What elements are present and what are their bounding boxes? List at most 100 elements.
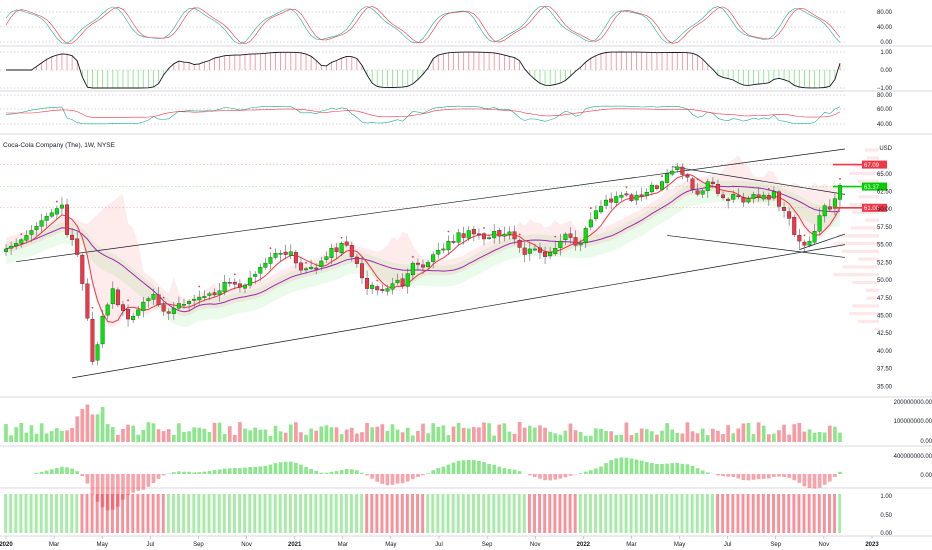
- time-label: Jul: [146, 542, 154, 548]
- volume-bar: [375, 426, 380, 442]
- candle-body: [690, 178, 695, 190]
- histogram-bar: [721, 474, 725, 477]
- candle-body: [273, 253, 278, 258]
- volume-bar: [24, 432, 29, 442]
- volume-bar: [416, 431, 420, 442]
- binary-bar: [29, 494, 33, 533]
- histogram-bar: [314, 471, 319, 474]
- binary-bar: [238, 494, 242, 533]
- candle-body: [822, 205, 827, 217]
- histogram-bar: [695, 468, 700, 474]
- volume-bar: [766, 434, 771, 442]
- volume-bar: [660, 430, 664, 442]
- candle-body: [558, 240, 563, 248]
- histogram-bar: [782, 474, 786, 478]
- histogram-bar: [787, 474, 791, 478]
- binary-bar: [182, 494, 186, 533]
- candle-body: [90, 318, 95, 362]
- signal-marker: [589, 207, 592, 209]
- binary-bar: [741, 494, 745, 533]
- histogram-bar: [177, 471, 181, 474]
- time-label: May: [97, 542, 108, 548]
- volume-bar: [390, 424, 395, 442]
- candle-body: [685, 174, 690, 178]
- signal-marker: [20, 233, 23, 236]
- candle-body: [471, 229, 476, 235]
- candle-body: [70, 234, 75, 240]
- candle-body: [746, 198, 751, 203]
- volume-bar: [258, 429, 263, 442]
- candle-body: [736, 195, 741, 197]
- binary-bar: [349, 494, 353, 533]
- volume-bar: [349, 427, 354, 442]
- candle-body: [166, 311, 171, 314]
- volume-bar: [405, 427, 410, 442]
- volume-bar: [802, 431, 807, 442]
- binary-bar: [675, 494, 679, 533]
- histogram-bar: [726, 474, 730, 477]
- histogram-bar: [766, 474, 771, 479]
- volume-bar: [690, 431, 695, 442]
- histogram-bar: [39, 471, 44, 474]
- profile-bar: [865, 148, 879, 152]
- histogram-bar: [370, 474, 374, 479]
- profile-bar: [852, 280, 879, 285]
- histogram-bar: [192, 472, 196, 474]
- candle-body: [532, 248, 537, 251]
- binary-tick: 1.00: [880, 494, 892, 500]
- candle-body: [176, 303, 181, 309]
- binary-bar: [278, 494, 282, 533]
- histogram-bar: [563, 474, 568, 478]
- candle-body: [380, 289, 385, 291]
- candle-body: [304, 268, 309, 271]
- volume-bar: [263, 429, 268, 442]
- binary-bar: [156, 494, 160, 533]
- time-label: Sep: [770, 542, 781, 548]
- volume-bar: [522, 427, 527, 442]
- time-label: Mar: [626, 542, 636, 548]
- volume-bar: [400, 432, 405, 442]
- histogram-bar: [258, 466, 263, 474]
- signal-marker: [91, 306, 94, 309]
- binary-bar: [294, 494, 297, 533]
- volume-bar: [268, 435, 273, 442]
- binary-bar: [761, 494, 765, 533]
- binary-bar: [472, 494, 475, 533]
- binary-bar: [487, 494, 491, 533]
- volume-bar: [721, 433, 725, 442]
- candle-body: [202, 296, 207, 298]
- histogram-bar: [283, 461, 288, 474]
- binary-bar: [624, 494, 628, 533]
- binary-bar: [85, 494, 89, 533]
- binary-bar: [60, 494, 64, 533]
- volume-bar: [151, 423, 156, 442]
- histogram-bar: [446, 464, 451, 474]
- price-tick-label: 65.00: [877, 172, 893, 178]
- candle-body: [761, 194, 766, 200]
- histogram-bar: [385, 474, 390, 486]
- volume-bar: [370, 427, 374, 442]
- binary-bar: [731, 494, 735, 533]
- candle-body: [446, 240, 451, 251]
- volume-bar: [294, 422, 298, 442]
- candle-body: [151, 294, 156, 300]
- volume-bar: [787, 434, 791, 442]
- candle-body: [797, 235, 802, 242]
- histogram-bar: [533, 474, 537, 477]
- volume-bar: [604, 431, 608, 442]
- time-label: Jul: [724, 542, 732, 548]
- binary-bar: [166, 494, 170, 533]
- histogram-bar: [80, 474, 85, 477]
- histogram-bar: [126, 474, 130, 496]
- volume-tick: 0.00: [920, 439, 932, 445]
- binary-bar: [299, 494, 303, 533]
- volume-bar: [716, 430, 720, 442]
- volume-bar: [410, 435, 415, 442]
- trend-line: [672, 166, 846, 195]
- volume-bar: [55, 428, 59, 442]
- chart-title: Coca-Cola Company (The), 1W, NYSE: [3, 142, 115, 149]
- histogram-bar: [65, 467, 69, 474]
- binary-bar: [812, 494, 816, 533]
- candle-body: [324, 256, 329, 260]
- binary-bar: [619, 494, 623, 533]
